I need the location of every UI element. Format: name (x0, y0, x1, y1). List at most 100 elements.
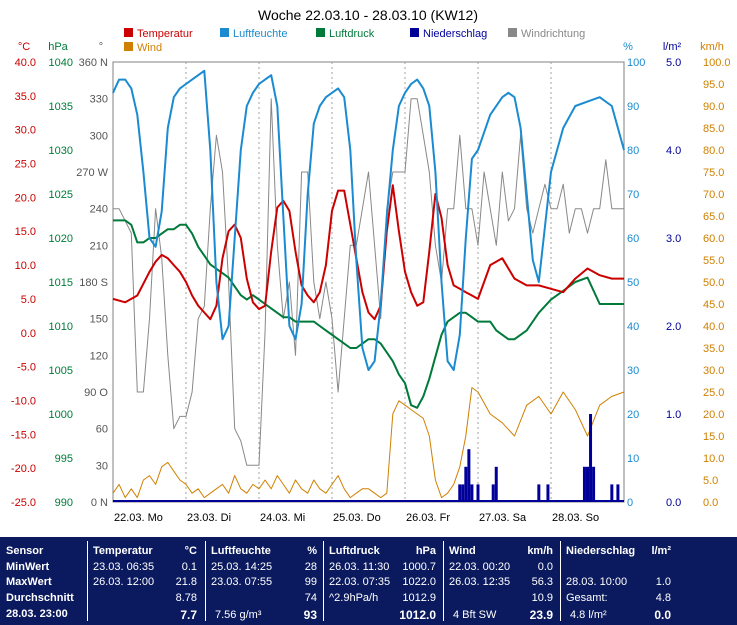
temp-axis-tick: -10.0 (11, 395, 36, 407)
temp-axis-tick: 20.0 (15, 192, 36, 204)
series-layer (112, 69, 625, 502)
row-label: Durchschnitt (6, 592, 74, 604)
temp-axis-tick: -25.0 (11, 497, 36, 509)
rain-bar (589, 414, 593, 502)
day-label: 28.03. So (552, 512, 599, 524)
pressure-axis-tick: 1030 (49, 145, 73, 157)
column-header: Luftdruck (329, 545, 380, 557)
column-header: Wind (449, 545, 476, 557)
rain-axis-tick: 0.0 (666, 497, 681, 509)
axes-labels: 40.0 35.0 30.0 25.0 20.0 15.0 10.0 5.0 0.0 -5.0 -1… (11, 41, 731, 509)
cell-value: 1012.9 (402, 592, 436, 604)
humidity-axis-tick: 100 (627, 57, 645, 69)
axis-unit-label: ° (99, 41, 103, 53)
direction-axis-tick: 180 S (79, 277, 108, 289)
temp-axis-tick: 40.0 (15, 57, 36, 69)
rain-bar (546, 484, 550, 502)
series-line-windrichtung (113, 98, 624, 466)
wind-axis-tick: 100.0 (703, 57, 731, 69)
cell-time: 22.03. 07:35 (329, 576, 391, 588)
legend-label: Luftdruck (329, 28, 375, 40)
temp-axis-tick: 25.0 (15, 159, 36, 171)
series-line-temperatur (112, 184, 624, 321)
cell-note: 7.56 g/m³ (215, 609, 262, 621)
direction-axis-tick: 60 (96, 424, 108, 436)
pressure-axis-tick: 995 (55, 453, 73, 465)
wind-axis-tick: 10.0 (703, 453, 724, 465)
cell-value: 21.8 (175, 576, 197, 588)
humidity-axis-tick: 0 (627, 497, 633, 509)
legend-label: Wind (137, 42, 162, 54)
cell-current: 7.7 (180, 608, 197, 622)
pressure-axis-tick: 1040 (49, 57, 73, 69)
humidity-axis-tick: 70 (627, 189, 639, 201)
wind-axis-tick: 35.0 (703, 343, 724, 355)
cell-note: 4.8 l/m² (570, 609, 607, 621)
cell-current: 1012.0 (399, 608, 436, 622)
cell-time: 26.03. 12:00 (93, 576, 155, 588)
wind-axis-tick: 0.0 (703, 497, 718, 509)
wind-axis-tick: 80.0 (703, 145, 724, 157)
cell-value: 10.9 (531, 592, 553, 604)
direction-axis-tick: 90 O (84, 387, 108, 399)
cell-value: 4.8 (655, 592, 671, 604)
rain-bar (586, 466, 589, 502)
axis-unit-label: °C (18, 41, 30, 53)
direction-axis-tick: 210 (90, 240, 108, 252)
row-label: MinWert (6, 561, 50, 573)
legend-label: Windrichtung (521, 28, 585, 40)
wind-axis-tick: 90.0 (703, 101, 724, 113)
statistics-table: Sensor MinWert MaxWert Durchschnitt 28.0… (0, 537, 737, 625)
column-unit: hPa (415, 545, 436, 557)
rain-bar (537, 484, 541, 502)
series-line-wind (112, 387, 625, 499)
humidity-axis-tick: 90 (627, 101, 639, 113)
chart-title: Woche 22.03.10 - 28.03.10 (KW12) (258, 7, 478, 23)
legend-label: Niederschlag (423, 28, 487, 40)
humidity-axis-tick: 10 (627, 453, 639, 465)
day-label: 27.03. Sa (479, 512, 527, 524)
pressure-axis-tick: 1010 (49, 321, 73, 333)
humidity-axis-tick: 30 (627, 365, 639, 377)
cell-value: 8.78 (175, 592, 197, 604)
wind-axis-tick: 65.0 (703, 211, 724, 223)
legend-swatch (508, 28, 517, 37)
direction-axis-tick: 330 (90, 94, 108, 106)
temp-axis-tick: -5.0 (17, 362, 36, 374)
row-label: 28.03. 23:00 (6, 608, 68, 620)
rain-bar (592, 466, 596, 502)
humidity-axis-tick: 20 (627, 409, 639, 421)
column-header: Temperatur (93, 545, 153, 557)
pressure-axis-tick: 990 (55, 497, 73, 509)
legend-swatch (410, 28, 419, 37)
cell-time: 23.03. 06:35 (93, 561, 155, 573)
cell-time: 28.03. 10:00 (566, 576, 628, 588)
humidity-axis-tick: 60 (627, 233, 639, 245)
column-header: Niederschlag (566, 545, 636, 557)
rain-axis-tick: 1.0 (666, 409, 681, 421)
column-header: Luftfeuchte (211, 545, 271, 557)
humidity-axis-tick: 40 (627, 321, 639, 333)
rain-axis-tick: 2.0 (666, 321, 681, 333)
cell-time: 26.03. 12:35 (449, 576, 511, 588)
legend-swatch (316, 28, 325, 37)
column-unit: % (307, 545, 317, 557)
temp-axis-tick: 5.0 (21, 294, 36, 306)
humidity-axis-tick: 80 (627, 145, 639, 157)
legend-swatch (220, 28, 229, 37)
direction-axis-tick: 360 N (79, 57, 108, 69)
cell-value: 1022.0 (402, 576, 436, 588)
rain-bar (494, 466, 498, 502)
wind-axis-tick: 30.0 (703, 365, 724, 377)
axis-unit-label: l/m² (663, 41, 682, 53)
rain-bar (467, 449, 471, 502)
cell-value: 1.0 (655, 576, 671, 588)
wind-axis-tick: 60.0 (703, 233, 724, 245)
legend-label: Temperatur (137, 28, 193, 40)
rain-bar (582, 466, 586, 502)
rain-bar (461, 484, 465, 502)
axis-unit-label: km/h (700, 41, 724, 53)
temp-axis-tick: 35.0 (15, 91, 36, 103)
wind-axis-tick: 50.0 (703, 277, 724, 289)
cell-trend: ^2.9hPa/h (329, 592, 379, 604)
